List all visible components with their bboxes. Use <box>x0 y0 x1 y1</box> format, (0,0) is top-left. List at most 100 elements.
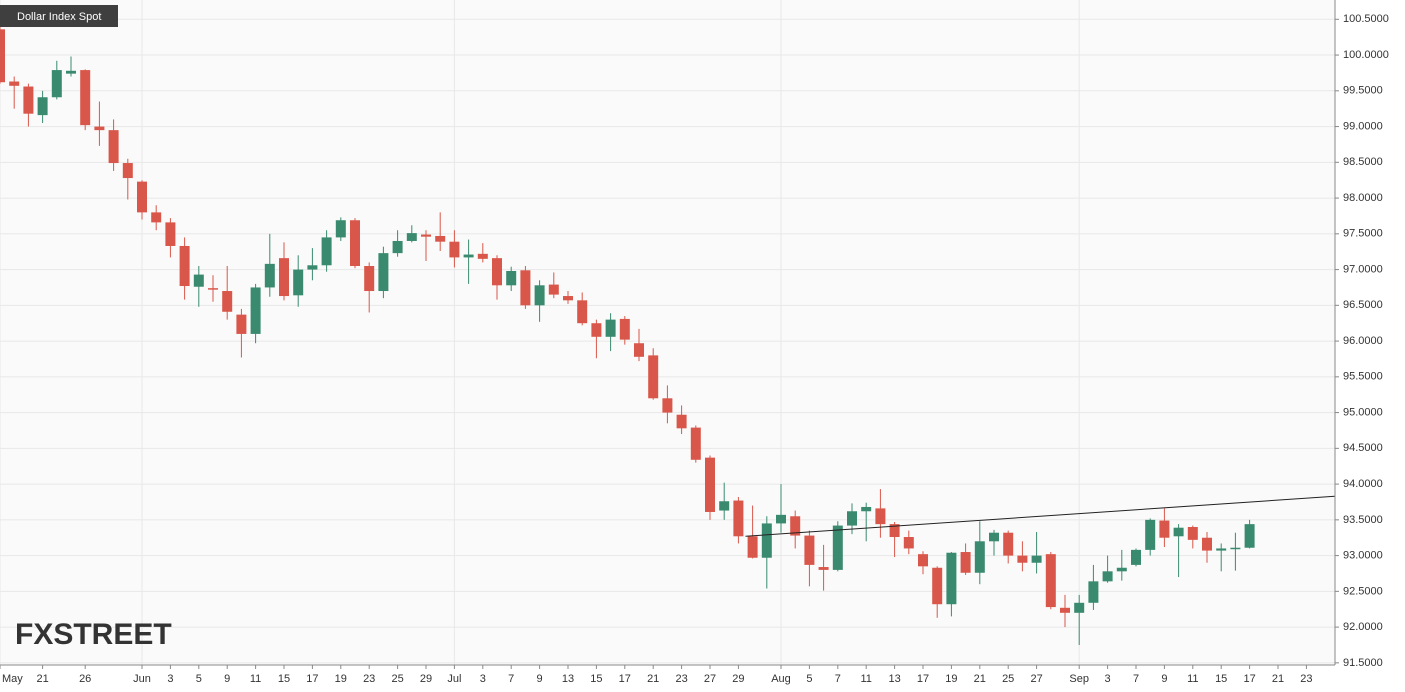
x-tick-label: Jul <box>447 673 461 685</box>
candle-body <box>818 567 829 570</box>
watermark-fx: FX <box>15 618 53 651</box>
y-tick-label: 100.5000 <box>1343 13 1389 25</box>
candle-body <box>577 300 588 324</box>
candle-body <box>80 70 91 126</box>
x-tick-label: 13 <box>888 673 900 685</box>
x-tick-label: 21 <box>1272 673 1284 685</box>
y-tick-label: 92.0000 <box>1343 621 1383 633</box>
candle-body <box>960 552 971 573</box>
candle-body <box>1202 537 1212 551</box>
y-tick-label: 100.0000 <box>1343 49 1389 61</box>
candle-body <box>847 511 857 526</box>
candle-body <box>1131 549 1141 565</box>
candle-body <box>94 126 105 131</box>
y-tick-label: 97.5000 <box>1343 228 1383 240</box>
candle-body <box>279 258 289 297</box>
x-tick-label: 5 <box>806 673 812 685</box>
candle-body <box>421 234 431 237</box>
candle-body <box>1045 554 1056 608</box>
candle-body <box>946 552 957 605</box>
x-tick-label: 15 <box>278 673 290 685</box>
x-tick-label: 9 <box>1161 673 1167 685</box>
candle-body <box>406 233 417 241</box>
candle-body <box>222 291 233 312</box>
y-tick-label: 93.0000 <box>1343 550 1383 562</box>
candle-body <box>605 319 616 337</box>
x-tick-label: 29 <box>420 673 432 685</box>
x-tick-label: 13 <box>562 673 574 685</box>
candle-body <box>151 212 162 223</box>
candle-body <box>1145 519 1156 550</box>
candle-body <box>932 567 943 605</box>
candle-body <box>37 97 48 116</box>
candle-body <box>974 541 985 573</box>
candle-body <box>477 253 488 259</box>
watermark-street: STREET <box>53 618 171 651</box>
y-tick-label: 96.5000 <box>1343 299 1383 311</box>
x-tick-label: 9 <box>537 673 543 685</box>
y-tick-label: 96.0000 <box>1343 335 1383 347</box>
x-tick-label: Sep <box>1069 673 1089 685</box>
candle-body <box>1230 547 1241 550</box>
y-tick-label: 95.5000 <box>1343 371 1383 383</box>
candle-body <box>137 181 147 213</box>
candle-body <box>861 506 872 512</box>
x-tick-label: 15 <box>1215 673 1227 685</box>
x-tick-label: 11 <box>250 673 261 685</box>
x-tick-label: 21 <box>36 673 48 685</box>
x-tick-label: 27 <box>704 673 716 685</box>
x-tick-label: 3 <box>1105 673 1111 685</box>
candle-body <box>676 414 687 429</box>
candle-body <box>165 222 176 246</box>
x-tick-label: 25 <box>1002 673 1014 685</box>
candle-body <box>1031 555 1042 563</box>
candle-body <box>122 163 133 179</box>
x-tick-label: 3 <box>167 673 173 685</box>
candle-body <box>790 516 801 536</box>
candle-body <box>761 523 772 558</box>
candle-body <box>719 501 730 511</box>
candle-body <box>208 288 218 290</box>
x-tick-label: 29 <box>732 673 744 685</box>
x-tick-label: 23 <box>1300 673 1312 685</box>
x-tick-label: 7 <box>508 673 514 685</box>
candle-body <box>832 525 843 570</box>
y-tick-label: 93.5000 <box>1343 514 1383 526</box>
x-tick-label: 19 <box>945 673 957 685</box>
plot-background <box>0 0 1335 665</box>
x-tick-label: 17 <box>917 673 929 685</box>
candle-body <box>506 271 517 286</box>
candle-body <box>903 537 914 549</box>
y-tick-label: 98.5000 <box>1343 156 1383 168</box>
candle-body <box>662 398 673 413</box>
x-tick-label: 7 <box>1133 673 1139 685</box>
x-tick-label: 15 <box>590 673 602 685</box>
candle-body <box>648 355 659 399</box>
trendline <box>745 495 1335 537</box>
x-tick-label: 11 <box>1187 673 1198 685</box>
candle-body <box>1017 555 1028 563</box>
x-tick-label: Jun <box>133 673 151 685</box>
y-tick-label: 94.5000 <box>1343 442 1383 454</box>
x-tick-label: 5 <box>196 673 202 685</box>
candle-body <box>492 258 502 286</box>
candle-body <box>392 240 403 254</box>
candle-body <box>1216 548 1227 551</box>
candle-body <box>1102 571 1113 582</box>
x-tick-label: 25 <box>391 673 403 685</box>
x-tick-label: 17 <box>1243 673 1255 685</box>
candle-body <box>23 86 34 114</box>
candle-body <box>875 508 886 525</box>
candle-body <box>378 253 389 292</box>
x-tick-label: 21 <box>647 673 659 685</box>
y-tick-label: 92.5000 <box>1343 585 1383 597</box>
candle-body <box>548 284 559 295</box>
candle-body <box>634 343 644 357</box>
x-tick-label: 21 <box>974 673 986 685</box>
candles <box>0 19 1335 645</box>
candle-body <box>307 265 318 270</box>
candle-body <box>1116 567 1127 572</box>
candle-body <box>108 130 119 164</box>
